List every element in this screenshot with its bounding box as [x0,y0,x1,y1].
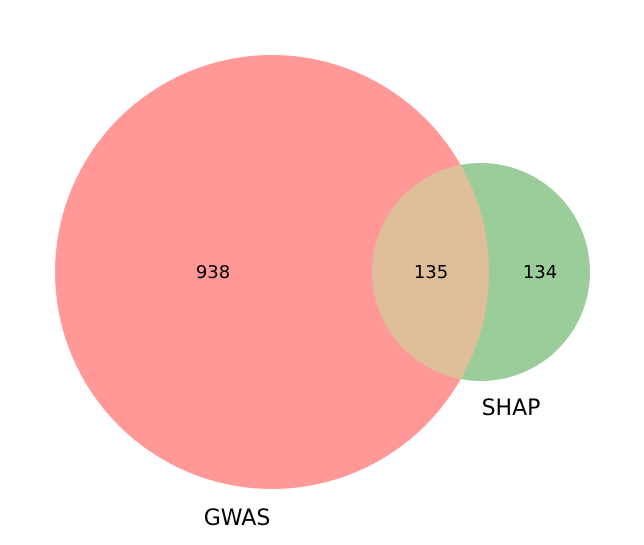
shap-only-count: 134 [523,262,557,283]
gwas-only-count: 938 [196,262,230,283]
shap-set-label: SHAP [482,396,541,421]
gwas-set-label: GWAS [204,506,271,531]
overlap-region [372,163,489,381]
gwas-circle [55,55,489,489]
overlap-count: 135 [414,262,448,283]
